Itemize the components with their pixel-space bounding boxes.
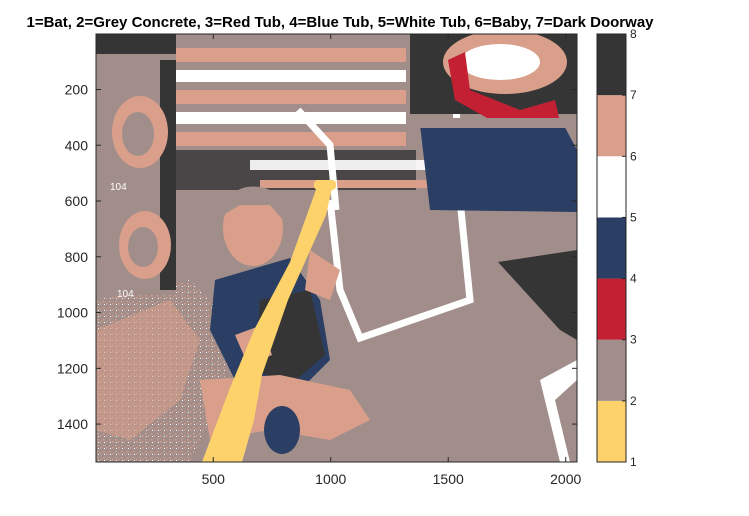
dryer-window-2-inner xyxy=(128,227,158,267)
baby-hair xyxy=(223,186,284,220)
colorbar-border xyxy=(596,33,627,463)
chair-seat-slat xyxy=(260,180,460,188)
colorbar: 1 2 3 4 5 6 7 8 xyxy=(596,27,637,469)
colorbar-tick-label: 1 xyxy=(630,455,637,469)
blue-tub xyxy=(420,118,577,212)
colorbar-tick-label: 8 xyxy=(630,27,637,41)
colorbar-band xyxy=(597,34,626,96)
chair-slat xyxy=(176,90,406,104)
x-tick-label: 1500 xyxy=(433,471,464,487)
baby-head xyxy=(223,190,283,266)
colorbar-band xyxy=(597,217,626,279)
colorbar-band xyxy=(597,156,626,218)
x-axis: 500 1000 1500 2000 xyxy=(202,34,582,487)
white-chair-leg xyxy=(540,360,577,462)
chair-seat-slat xyxy=(250,160,460,170)
chair-slat xyxy=(176,132,406,146)
dryer-window-1-inner xyxy=(122,112,154,156)
baby-foot xyxy=(264,406,300,454)
dark-top-band xyxy=(96,34,176,54)
colorbar-band xyxy=(597,400,626,462)
segmentation-image: 104 104 xyxy=(96,34,577,462)
colorbar-band xyxy=(597,278,626,340)
colorbar-tick-label: 2 xyxy=(630,394,637,408)
colorbar-tick-label: 3 xyxy=(630,333,637,347)
red-tub xyxy=(448,52,560,128)
bat-knob xyxy=(314,180,336,190)
colorbar-band xyxy=(597,339,626,401)
colorbar-band xyxy=(597,95,626,157)
colorbar-tick-label: 5 xyxy=(630,210,637,224)
colorbar-tick-label: 7 xyxy=(630,88,637,102)
x-tick-label: 1000 xyxy=(315,471,346,487)
y-tick-label: 1200 xyxy=(57,360,88,376)
machine-tag-2: 104 xyxy=(117,289,134,300)
x-tick-label: 500 xyxy=(202,471,226,487)
baby-tone-floor xyxy=(96,300,200,440)
y-tick-label: 600 xyxy=(65,193,89,209)
machine-tag-1: 104 xyxy=(110,182,127,193)
plot-area-border xyxy=(95,33,578,463)
bat xyxy=(202,184,332,462)
y-tick-label: 1000 xyxy=(57,305,88,321)
baby-arm xyxy=(305,250,340,300)
colorbar-tick-label: 4 xyxy=(630,272,637,286)
y-tick-label: 1400 xyxy=(57,416,88,432)
dark-doorway xyxy=(498,250,577,340)
colorbar-tick-label: 6 xyxy=(630,149,637,163)
y-tick-label: 400 xyxy=(65,137,89,153)
y-tick-label: 800 xyxy=(65,249,89,265)
white-tub-inner xyxy=(460,44,540,80)
chair-slat xyxy=(176,48,406,62)
chair-slat xyxy=(176,112,406,124)
chair-slat xyxy=(176,70,406,82)
blue-tub-rim xyxy=(420,118,577,128)
y-axis: 200 400 600 800 1000 1200 1400 xyxy=(57,81,577,432)
chart-title: 1=Bat, 2=Grey Concrete, 3=Red Tub, 4=Blu… xyxy=(27,14,655,31)
y-tick-label: 200 xyxy=(65,81,89,97)
x-tick-label: 2000 xyxy=(550,471,581,487)
